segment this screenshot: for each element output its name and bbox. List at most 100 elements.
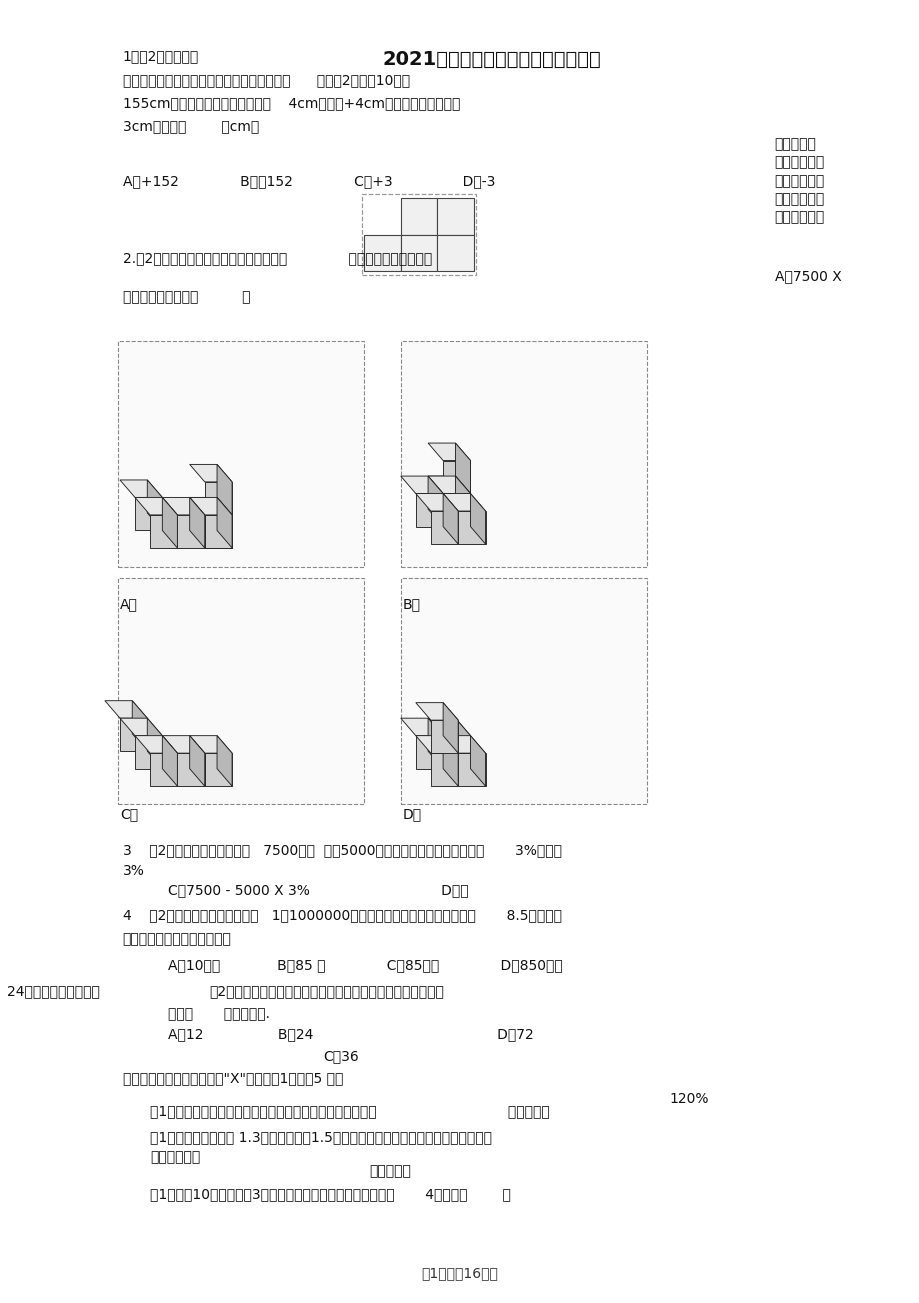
- Polygon shape: [162, 736, 205, 753]
- Polygon shape: [458, 753, 485, 786]
- Polygon shape: [147, 718, 162, 769]
- Polygon shape: [189, 498, 232, 515]
- Polygon shape: [177, 753, 205, 786]
- Polygon shape: [147, 480, 162, 530]
- Polygon shape: [415, 736, 458, 753]
- Polygon shape: [189, 498, 205, 549]
- Text: 个人所得税多: 个人所得税多: [774, 173, 823, 188]
- Text: B．: B．: [403, 597, 420, 611]
- Polygon shape: [455, 718, 470, 769]
- Polygon shape: [443, 494, 470, 526]
- Polygon shape: [119, 718, 147, 752]
- Text: 120%: 120%: [669, 1092, 709, 1106]
- Polygon shape: [401, 718, 443, 736]
- Polygon shape: [189, 464, 232, 482]
- Bar: [437, 198, 473, 235]
- Text: 么甲地到乙地的实际距离约（: 么甲地到乙地的实际距离约（: [122, 933, 232, 946]
- Text: 24立方厘米，圆柱的体: 24立方厘米，圆柱的体: [7, 984, 99, 998]
- Text: 4    （2分）小林在一张比例尺是   1：1000000的地图上量得甲地到乙地的距离约       8.5厘米，那: 4 （2分）小林在一张比例尺是 1：1000000的地图上量得甲地到乙地的距离约…: [122, 908, 562, 921]
- Polygon shape: [205, 753, 232, 786]
- Polygon shape: [205, 482, 232, 515]
- Polygon shape: [415, 702, 458, 721]
- Polygon shape: [443, 736, 485, 753]
- Bar: [401, 198, 437, 235]
- Polygon shape: [135, 498, 177, 515]
- Polygon shape: [427, 443, 470, 460]
- Text: 少元？以下算: 少元？以下算: [774, 192, 823, 206]
- Polygon shape: [217, 498, 232, 549]
- Text: （判断对错: （判断对错: [369, 1164, 410, 1178]
- Polygon shape: [443, 702, 458, 753]
- Text: （1分）水池平均水深 1.3米，小明身高1.5米，因此即使他不会游泳，掉入池中也一定: （1分）水池平均水深 1.3米，小明身高1.5米，因此即使他不会游泳，掉入池中也…: [150, 1131, 492, 1144]
- Polygon shape: [427, 476, 443, 526]
- Text: 积是（       ）立方厘米.: 积是（ ）立方厘米.: [168, 1007, 270, 1022]
- Polygon shape: [430, 753, 458, 786]
- Bar: [361, 194, 476, 275]
- Text: C．36: C．36: [323, 1049, 358, 1063]
- Text: 、选择题。（在答题卡上涂正确答案的标号）      （每题2分，共10分）: 、选择题。（在答题卡上涂正确答案的标号） （每题2分，共10分）: [122, 73, 409, 87]
- Text: 二、判断题。（对的，错的"X"）（每题1分，共5 分）: 二、判断题。（对的，错的"X"）（每题1分，共5 分）: [122, 1071, 343, 1085]
- Bar: [118, 577, 364, 804]
- Polygon shape: [458, 511, 485, 545]
- Text: 2.（2分）一个几何体从上面看到的图形是              ，从正面看到的图形是: 2.（2分）一个几何体从上面看到的图形是 ，从正面看到的图形是: [122, 251, 431, 266]
- Polygon shape: [162, 736, 177, 786]
- Polygon shape: [189, 736, 232, 753]
- Text: （2分）一个圆柱体和一个圆锥体等底等高，它们的体积之差是: （2分）一个圆柱体和一个圆锥体等底等高，它们的体积之差是: [209, 984, 444, 998]
- Polygon shape: [205, 515, 232, 549]
- Text: 1．（2分）以身高: 1．（2分）以身高: [122, 50, 199, 64]
- Polygon shape: [217, 464, 232, 515]
- Text: 式正确的是（: 式正确的是（: [774, 210, 823, 224]
- Polygon shape: [470, 736, 485, 786]
- Text: （1分）把10个小球放进3个盒子里，总有一个盒子里至少放了       4个小球。        （: （1分）把10个小球放进3个盒子里，总有一个盒子里至少放了 4个小球。 （: [150, 1187, 510, 1201]
- Text: 不会有危险。: 不会有危险。: [150, 1151, 200, 1164]
- Text: 3    （2分）李叔叔的月工资是   7500元，  扣除5000元个税免征额后的部分需要按       3%的税率: 3 （2分）李叔叔的月工资是 7500元， 扣除5000元个税免征额后的部分需要…: [122, 843, 562, 857]
- Polygon shape: [189, 736, 205, 786]
- Polygon shape: [189, 498, 232, 515]
- Polygon shape: [455, 443, 470, 494]
- Text: A．7500 X: A．7500 X: [774, 270, 840, 284]
- Polygon shape: [455, 476, 470, 526]
- Text: 3cm，记作（        ）cm。: 3cm，记作（ ）cm。: [122, 120, 258, 133]
- Bar: [364, 235, 401, 271]
- Text: 3%: 3%: [122, 864, 144, 878]
- Polygon shape: [205, 515, 232, 549]
- Polygon shape: [415, 736, 443, 769]
- Polygon shape: [217, 498, 232, 549]
- Text: 155cm为标准，玲玲超过标准身高    4cm，记作+4cm，乐乐比标准身高矮: 155cm为标准，玲玲超过标准身高 4cm，记作+4cm，乐乐比标准身高矮: [122, 96, 460, 109]
- Polygon shape: [177, 515, 205, 549]
- Text: A．+152              B．－152              C．+3                D．-3: A．+152 B．－152 C．+3 D．-3: [122, 173, 494, 188]
- Text: 2021年贵州省安顺市小升初数学试卷: 2021年贵州省安顺市小升初数学试卷: [382, 50, 601, 69]
- Polygon shape: [455, 476, 470, 526]
- Text: 这个几何体可以是（          ）: 这个几何体可以是（ ）: [122, 291, 250, 305]
- Polygon shape: [443, 460, 470, 494]
- Polygon shape: [105, 701, 147, 718]
- Bar: [401, 577, 646, 804]
- Text: （1分）今年粮食产量比去年增加两成，今年的产量是去年的                              （判断对错: （1分）今年粮食产量比去年增加两成，今年的产量是去年的 （判断对错: [150, 1105, 550, 1119]
- Polygon shape: [401, 476, 443, 494]
- Polygon shape: [427, 718, 443, 769]
- Polygon shape: [135, 736, 177, 753]
- Polygon shape: [427, 476, 470, 494]
- Text: A．12                 B．24                                          D．72: A．12 B．24 D．72: [168, 1027, 533, 1041]
- Bar: [401, 235, 437, 271]
- Polygon shape: [427, 476, 470, 494]
- Text: 得税。他应缴: 得税。他应缴: [774, 155, 823, 169]
- Polygon shape: [162, 498, 177, 549]
- Polygon shape: [427, 718, 470, 736]
- Polygon shape: [415, 494, 458, 511]
- Polygon shape: [132, 701, 147, 752]
- Polygon shape: [135, 498, 162, 530]
- Polygon shape: [119, 718, 162, 736]
- Polygon shape: [470, 494, 485, 545]
- Text: A．10千米             B．85 米              C．85千米              D．850千米: A．10千米 B．85 米 C．85千米 D．850千米: [168, 958, 562, 972]
- Polygon shape: [443, 494, 485, 511]
- Text: C．7500 - 5000 X 3%                              D．（: C．7500 - 5000 X 3% D．（: [168, 883, 469, 898]
- Polygon shape: [119, 480, 162, 498]
- Polygon shape: [150, 753, 177, 786]
- Polygon shape: [135, 736, 162, 769]
- Bar: [437, 235, 473, 271]
- Polygon shape: [162, 498, 205, 515]
- Bar: [118, 341, 364, 567]
- Polygon shape: [150, 515, 177, 549]
- Text: 第1页（共16页）: 第1页（共16页）: [421, 1267, 498, 1281]
